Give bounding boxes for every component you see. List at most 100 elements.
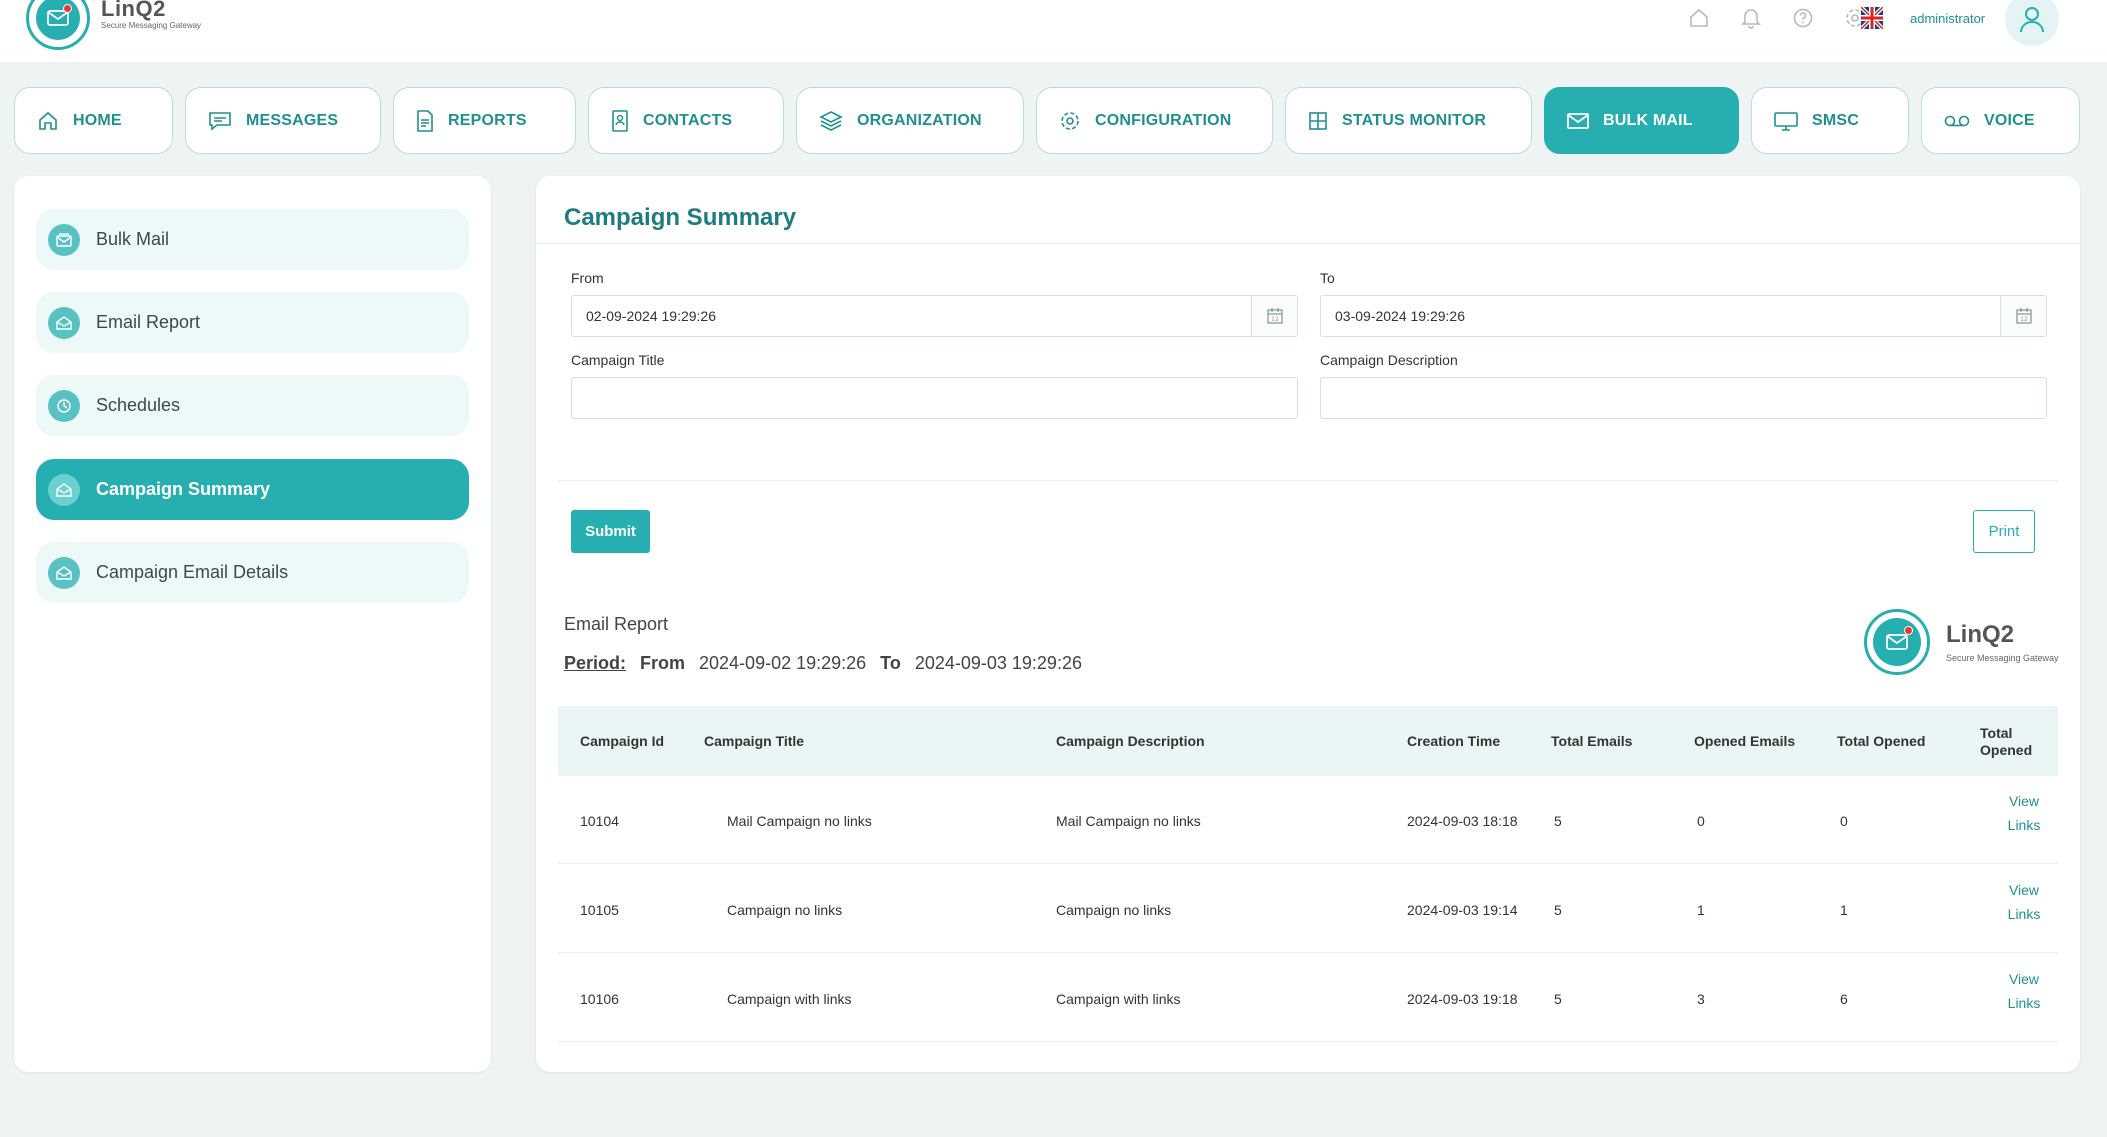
report-logo-name: LinQ2 [1946, 621, 2015, 648]
monitor-icon [1774, 111, 1798, 131]
table-row: 10104 Mail Campaign no links Mail Campai… [558, 776, 2058, 864]
cell-opened-emails: 0 [1697, 813, 1705, 829]
tab-label: CONTACTS [643, 111, 733, 129]
bell-icon[interactable] [1739, 6, 1763, 30]
logo-badge [63, 4, 72, 13]
sidebar-item-bulk-mail[interactable]: Bulk Mail [36, 209, 469, 270]
column-header: Total Emails [1551, 733, 1633, 749]
view-links-link[interactable]: View Links [1994, 967, 2054, 1015]
cell-campaign-description: Mail Campaign no links [1056, 813, 1201, 829]
tab-status-monitor[interactable]: STATUS MONITOR [1285, 87, 1532, 154]
tab-smsc[interactable]: SMSC [1751, 87, 1909, 154]
home-icon [39, 111, 57, 130]
help-icon[interactable] [1791, 6, 1815, 30]
sidebar-item-campaign-email-details[interactable]: Campaign Email Details [36, 542, 469, 603]
sidebar-item-campaign-summary[interactable]: Campaign Summary [36, 459, 469, 520]
tab-label: REPORTS [448, 111, 527, 129]
column-header: Campaign Id [580, 733, 665, 749]
mail-icon [1567, 112, 1589, 129]
cell-campaign-id: 10104 [580, 813, 619, 829]
divider [536, 243, 2080, 244]
sidebar-item-label: Email Report [96, 312, 201, 332]
uk-flag-icon[interactable] [1861, 7, 1883, 29]
cell-total-opened: 6 [1840, 991, 1848, 1007]
document-icon [417, 109, 433, 132]
tab-label: STATUS MONITOR [1342, 111, 1487, 129]
tab-label: HOME [73, 111, 122, 129]
column-header: Opened Emails [1694, 733, 1796, 749]
calendar-icon[interactable]: 12 [1251, 296, 1297, 336]
link-text: View [2008, 793, 2040, 809]
tab-voice[interactable]: VOICE [1921, 87, 2080, 154]
sidebar-item-label: Schedules [96, 395, 181, 415]
top-header: LinQ2 Secure Messaging Gateway administr… [0, 0, 2107, 62]
view-links-link[interactable]: View Links [1994, 789, 2054, 837]
envelope-icon [47, 10, 69, 26]
brand-name: LinQ2 [101, 0, 166, 21]
table-row: 10106 Campaign with links Campaign with … [558, 954, 2058, 1042]
tab-home[interactable]: HOME [14, 87, 173, 154]
campaign-description-input[interactable] [1320, 377, 2047, 419]
link-text: Links [2007, 817, 2041, 833]
submit-button[interactable]: Submit [571, 510, 650, 553]
view-links-link[interactable]: View Links [1994, 878, 2054, 926]
table-row: 10105 Campaign no links Campaign no link… [558, 865, 2058, 953]
home-icon[interactable] [1687, 6, 1711, 30]
from-date-input[interactable]: 02-09-2024 19:29:26 12 [571, 295, 1298, 337]
cell-campaign-title: Mail Campaign no links [727, 813, 872, 829]
period-to-value: 2024-09-03 19:29:26 [914, 653, 1082, 673]
column-header: Campaign Description [1056, 733, 1205, 749]
cell-opened-emails: 1 [1697, 902, 1705, 918]
tab-messages[interactable]: MESSAGES [185, 87, 381, 154]
tab-reports[interactable]: REPORTS [393, 87, 576, 154]
sidebar-item-email-report[interactable]: Email Report [36, 292, 469, 353]
layers-icon [819, 110, 843, 131]
sidebar: Bulk Mail Email Report Schedules Campaig… [14, 176, 491, 1072]
brand-logo[interactable] [26, 0, 90, 50]
brand: LinQ2 Secure Messaging Gateway [101, 0, 201, 30]
user-name[interactable]: administrator [1910, 11, 1986, 26]
cell-creation-time: 2024-09-03 18:18 [1407, 813, 1518, 829]
cell-campaign-description: Campaign no links [1056, 902, 1172, 918]
print-button[interactable]: Print [1973, 510, 2035, 553]
period-from-label: From [640, 653, 686, 673]
open-mail-icon [48, 473, 80, 506]
grid-icon [1309, 111, 1327, 130]
tab-bulk-mail[interactable]: BULK MAIL [1544, 87, 1739, 154]
period-to-label: To [880, 653, 901, 673]
open-mail-icon [48, 306, 80, 339]
cell-total-opened: 0 [1840, 813, 1848, 829]
link-text: View [2008, 971, 2040, 987]
report-logo-mark [1864, 609, 1930, 675]
avatar[interactable] [2005, 0, 2059, 46]
logo-badge [1904, 626, 1913, 635]
link-text: Links [2007, 906, 2041, 922]
sidebar-item-schedules[interactable]: Schedules [36, 375, 469, 436]
tab-organization[interactable]: ORGANIZATION [796, 87, 1024, 154]
report-period: Period: From 2024-09-02 19:29:26 To 2024… [564, 653, 1082, 674]
period-label: Period: [564, 653, 627, 673]
to-date-input[interactable]: 03-09-2024 19:29:26 12 [1320, 295, 2047, 337]
column-header: Creation Time [1407, 733, 1501, 749]
from-label: From [571, 270, 604, 286]
brand-tagline: Secure Messaging Gateway [101, 21, 202, 30]
cell-opened-emails: 3 [1697, 991, 1705, 1007]
header-icons [1687, 6, 1867, 30]
cell-campaign-description: Campaign with links [1056, 991, 1181, 1007]
calendar-icon[interactable]: 12 [2000, 296, 2046, 336]
main-panel: Campaign Summary From 02-09-2024 19:29:2… [536, 176, 2080, 1072]
page-title: Campaign Summary [564, 204, 797, 231]
link-text: View [2008, 882, 2040, 898]
clock-icon [48, 389, 80, 422]
cell-campaign-title: Campaign with links [727, 991, 852, 1007]
sidebar-item-label: Campaign Email Details [96, 562, 289, 582]
tab-configuration[interactable]: CONFIGURATION [1036, 87, 1273, 154]
tab-label: VOICE [1984, 111, 2035, 129]
user-icon [2020, 7, 2044, 33]
column-header: Total Opened [1837, 733, 1926, 749]
campaign-title-input[interactable] [571, 377, 1298, 419]
to-label: To [1320, 270, 1335, 286]
report-logo-tagline: Secure Messaging Gateway [1946, 653, 2059, 663]
gear-icon [1061, 111, 1079, 130]
tab-contacts[interactable]: CONTACTS [588, 87, 784, 154]
